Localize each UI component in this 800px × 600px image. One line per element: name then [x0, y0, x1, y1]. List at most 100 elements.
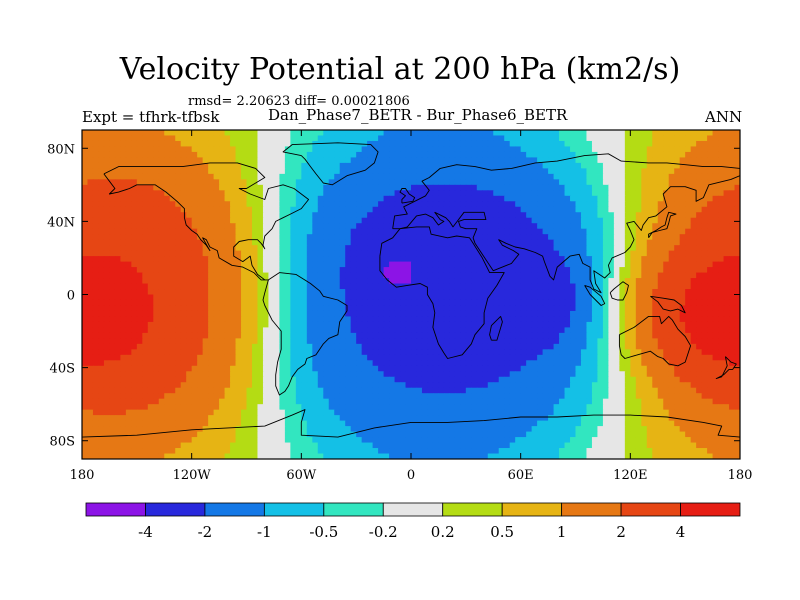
- field-cell: [460, 256, 467, 263]
- field-cell: [657, 195, 664, 202]
- field-cell: [219, 223, 226, 230]
- field-cell: [641, 201, 648, 208]
- season-label: ANN: [705, 108, 743, 126]
- field-cell: [350, 332, 357, 339]
- field-cell: [241, 267, 248, 274]
- field-cell: [257, 349, 264, 356]
- field-cell: [191, 354, 198, 361]
- field-cell: [208, 310, 215, 318]
- field-cell: [591, 179, 599, 186]
- field-cell: [306, 338, 313, 345]
- field-cell: [674, 272, 681, 279]
- field-cell: [427, 256, 434, 263]
- field-cell: [87, 289, 94, 296]
- field-cell: [449, 217, 456, 224]
- field-cell: [734, 294, 740, 301]
- field-cell: [328, 327, 335, 334]
- field-cell: [580, 135, 588, 142]
- field-cell: [361, 316, 368, 323]
- field-cell: [383, 206, 390, 213]
- field-cell: [98, 261, 105, 268]
- field-cell: [712, 250, 719, 257]
- field-cell: [334, 239, 341, 246]
- field-cell: [334, 332, 341, 339]
- field-cell: [602, 261, 609, 268]
- field-cell: [449, 130, 456, 137]
- field-cell: [290, 135, 297, 142]
- field-cell: [679, 228, 686, 235]
- field-cell: [345, 184, 352, 191]
- field-cell: [295, 223, 302, 230]
- field-cell: [570, 130, 577, 137]
- field-cell: [712, 217, 719, 224]
- field-cell: [493, 195, 500, 202]
- field-cell: [92, 294, 100, 301]
- field-cell: [109, 354, 116, 361]
- field-cell: [378, 168, 385, 175]
- field-cell: [454, 212, 461, 219]
- field-cell: [405, 250, 412, 257]
- field-cell: [438, 217, 445, 224]
- field-cell: [471, 316, 478, 323]
- field-cell: [295, 289, 302, 296]
- field-cell: [400, 162, 407, 169]
- field-cell: [509, 267, 516, 274]
- field-cell: [679, 217, 686, 224]
- field-cell: [142, 299, 149, 307]
- field-cell: [427, 327, 434, 334]
- field-cell: [531, 338, 538, 345]
- field-cell: [109, 173, 116, 180]
- field-cell: [219, 332, 226, 339]
- field-cell: [383, 162, 390, 169]
- field-cell: [153, 217, 160, 224]
- field-cell: [449, 206, 456, 213]
- field-cell: [416, 267, 423, 274]
- field-cell: [295, 349, 302, 356]
- field-cell: [679, 168, 686, 175]
- field-cell: [257, 157, 264, 164]
- field-cell: [82, 294, 89, 301]
- field-cell: [87, 135, 94, 142]
- field-cell: [471, 228, 478, 235]
- field-cell: [542, 195, 549, 202]
- field-cell: [400, 299, 407, 307]
- field-cell: [515, 184, 522, 191]
- field-cell: [153, 212, 160, 219]
- field-cell: [619, 239, 626, 246]
- field-cell: [268, 173, 275, 180]
- field-cell: [635, 146, 642, 153]
- field-cell: [246, 354, 253, 361]
- field-cell: [537, 245, 544, 252]
- field-cell: [339, 173, 346, 180]
- field-cell: [548, 201, 555, 208]
- field-cell: [553, 349, 560, 356]
- field-cell: [251, 206, 259, 213]
- field-cell: [345, 206, 352, 213]
- field-cell: [421, 173, 429, 180]
- field-cell: [679, 261, 686, 268]
- field-cell: [454, 228, 461, 235]
- field-cell: [548, 190, 555, 197]
- field-cell: [690, 321, 697, 328]
- field-cell: [323, 234, 330, 241]
- field-cell: [701, 338, 708, 345]
- field-cell: [180, 162, 187, 169]
- field-cell: [531, 173, 538, 180]
- field-cell: [400, 228, 407, 235]
- field-cell: [251, 146, 259, 153]
- field-cell: [602, 173, 609, 180]
- field-cell: [82, 173, 89, 180]
- field-cell: [696, 223, 703, 230]
- field-cell: [328, 349, 335, 356]
- field-cell: [657, 272, 664, 279]
- field-cell: [230, 168, 237, 175]
- field-cell: [652, 278, 659, 285]
- field-cell: [432, 217, 440, 224]
- field-cell: [142, 294, 149, 301]
- field-cell: [580, 289, 588, 296]
- field-cell: [378, 294, 385, 301]
- field-cell: [405, 299, 412, 307]
- field-cell: [504, 272, 511, 279]
- field-cell: [526, 206, 533, 213]
- field-cell: [668, 310, 675, 318]
